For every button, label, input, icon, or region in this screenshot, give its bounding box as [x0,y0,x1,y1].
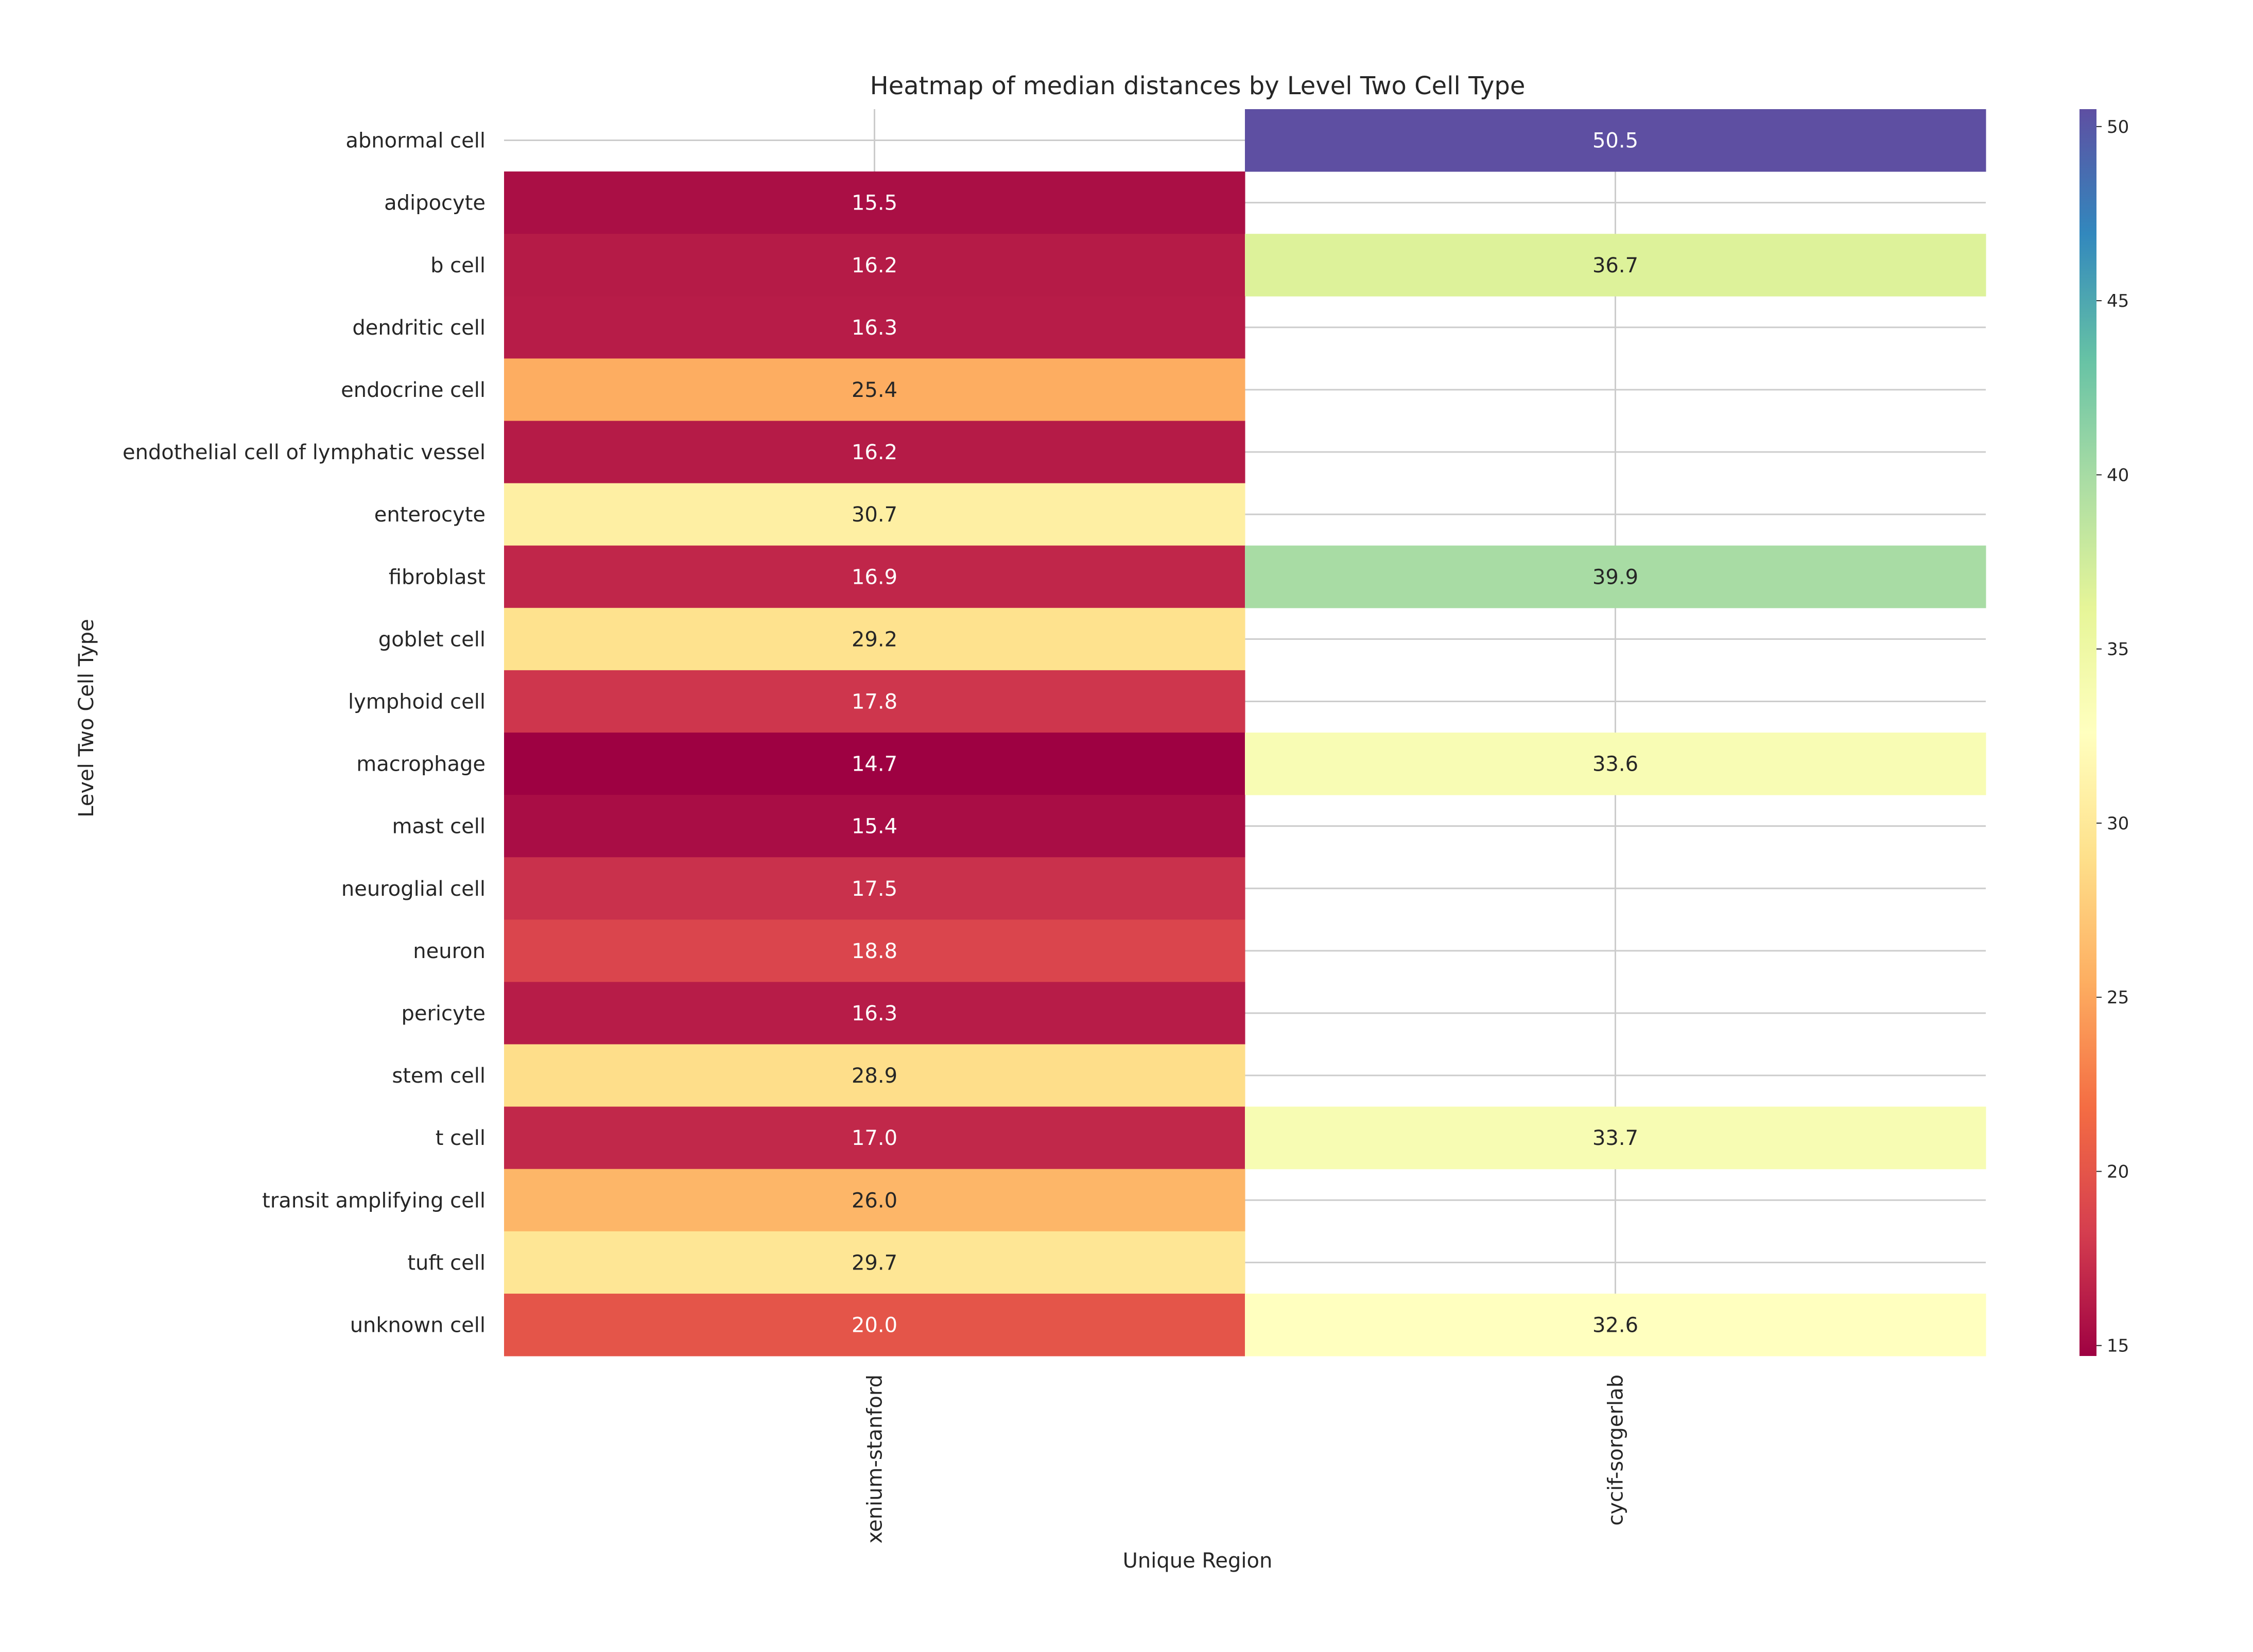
x-tick-label: cycif-sorgerlab [1604,1375,1628,1526]
y-tick-label: pericyte [401,1002,486,1025]
cell-value-label: 32.6 [1592,1313,1638,1337]
cell-value-label: 30.7 [852,503,897,527]
y-tick-label: b cell [430,254,486,277]
x-tick-label: xenium-stanford [863,1375,887,1543]
y-tick-label: endocrine cell [341,378,486,402]
y-tick-label: abnormal cell [345,129,486,153]
y-tick-label: adipocyte [384,192,486,215]
cell-value-label: 15.5 [852,192,897,215]
heatmap-cell [504,919,1245,982]
cell-value-label: 26.0 [852,1189,897,1212]
heatmap-cell [504,483,1245,546]
cell-value-label: 16.3 [852,1002,897,1025]
cell-value-label: 14.7 [852,753,897,776]
y-tick-label: transit amplifying cell [262,1189,486,1212]
colorbar-tick-label: 30 [2107,813,2129,834]
cell-value-label: 18.8 [852,940,897,963]
heatmap-cell [504,733,1245,795]
heatmap-cell [504,857,1245,920]
x-axis-label: Unique Region [1123,1549,1273,1573]
colorbar-tick-label: 50 [2107,117,2129,137]
cell-value-label: 29.7 [852,1251,897,1275]
cell-value-label: 20.0 [852,1313,897,1337]
cell-value-label: 16.2 [852,441,897,464]
colorbar-tick-label: 40 [2107,465,2129,485]
heatmap-cell [504,234,1245,297]
cell-value-label: 17.8 [852,690,897,714]
heatmap-cell [504,358,1245,421]
heatmap-cell [504,421,1245,484]
y-tick-label: mast cell [392,815,486,839]
cell-value-label: 16.9 [852,565,897,589]
heatmap-cells: 50.5 15.5 16.2 36.7 16.3 25.4 16.2 30.7 16.9 39.9… [504,109,1986,1357]
chart-title: Heatmap of median distances by Level Two… [870,72,1526,100]
y-tick-label: macrophage [356,753,486,776]
y-tick-label: enterocyte [374,503,486,527]
colorbar-tick-label: 25 [2107,987,2129,1008]
heatmap-cell [1245,1293,1986,1357]
colorbar: 15 20 25 30 35 40 45 50 [2079,109,2129,1357]
heatmap-cell [1245,1106,1986,1170]
heatmap-cell [504,1044,1245,1107]
cell-value-label: 33.6 [1592,753,1638,776]
cell-value-label: 33.7 [1592,1126,1638,1150]
y-axis-label: Level Two Cell Type [75,619,98,817]
cell-value-label: 29.2 [852,628,897,651]
cell-value-label: 25.4 [852,378,897,402]
heatmap-cell [504,545,1245,608]
heatmap-cell [504,607,1245,671]
cell-value-label: 15.4 [852,815,897,839]
heatmap-cell [504,982,1245,1045]
cell-value-label: 39.9 [1592,565,1638,589]
y-tick-label: neuroglial cell [341,877,486,901]
y-tick-label: endothelial cell of lymphatic vessel [123,441,486,464]
heatmap-cell [504,1169,1245,1232]
heatmap-cell [1245,545,1986,608]
heatmap-cell [504,171,1245,234]
colorbar-tick-label: 45 [2107,291,2129,311]
y-tick-label: neuron [413,940,486,963]
y-tick-label: fibroblast [389,565,486,589]
y-tick-label: goblet cell [378,628,486,651]
colorbar-tick-label: 35 [2107,639,2129,660]
heatmap-cell [504,1231,1245,1294]
cell-value-label: 28.9 [852,1064,897,1088]
y-tick-label: unknown cell [350,1313,486,1337]
heatmap-cell [1245,109,1986,172]
cell-value-label: 36.7 [1592,254,1638,277]
colorbar-tick-label: 20 [2107,1161,2129,1182]
heatmap-cell [504,670,1245,733]
cell-value-label: 16.3 [852,316,897,340]
heatmap-cell [504,1293,1245,1357]
x-tick-labels: xenium-stanford cycif-sorgerlab [863,1375,1628,1543]
heatmap-cell [1245,234,1986,297]
cell-value-label: 16.2 [852,254,897,277]
heatmap-cell [504,296,1245,359]
cell-value-label: 17.0 [852,1126,897,1150]
y-tick-label: lymphoid cell [348,690,486,714]
heatmap-cell [1245,733,1986,795]
y-tick-label: t cell [436,1126,486,1150]
colorbar-tick-label: 15 [2107,1336,2129,1357]
y-tick-labels: abnormal cell adipocyte b cell dendritic ce… [123,129,486,1337]
y-tick-label: dendritic cell [352,316,486,340]
heatmap-cell [504,1106,1245,1170]
colorbar-gradient [2079,109,2096,1356]
heatmap-cell [504,795,1245,858]
cell-value-label: 17.5 [852,877,897,901]
y-tick-label: tuft cell [407,1251,486,1275]
cell-value-label: 50.5 [1592,129,1638,153]
y-tick-label: stem cell [392,1064,486,1088]
